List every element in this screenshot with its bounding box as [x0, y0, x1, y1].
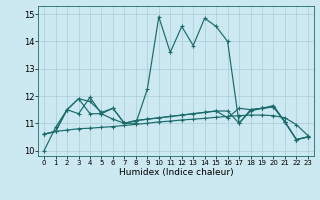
X-axis label: Humidex (Indice chaleur): Humidex (Indice chaleur) [119, 168, 233, 177]
